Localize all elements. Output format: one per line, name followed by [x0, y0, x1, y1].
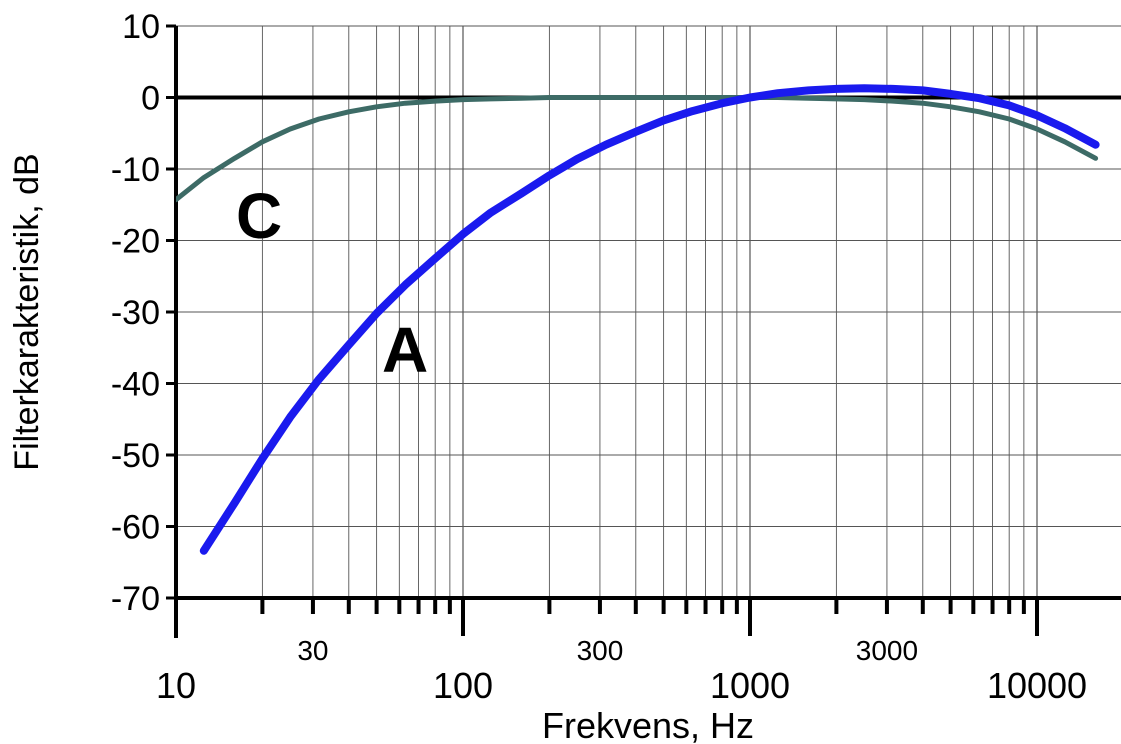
y-tick-label: -20 — [111, 223, 160, 261]
labels: C A Frekvens, Hz Filterkarakteristik, dB — [8, 153, 754, 744]
x-tick-label-major: 10000 — [987, 665, 1087, 706]
y-tick-label: -70 — [111, 580, 160, 618]
x-axis-title: Frekvens, Hz — [542, 705, 754, 744]
y-axis-title: Filterkarakteristik, dB — [8, 153, 46, 470]
x-tick-label-minor: 30 — [297, 635, 328, 666]
series-label-a: A — [382, 314, 428, 386]
y-tick-label: -60 — [111, 509, 160, 547]
x-tick-label-major: 10 — [156, 665, 196, 706]
y-tick-label: -10 — [111, 151, 160, 189]
x-tick-label-major: 1000 — [710, 665, 790, 706]
y-tick-label: 0 — [141, 80, 160, 118]
series-line-a — [199, 84, 1100, 555]
y-tick-label: -50 — [111, 437, 160, 475]
x-tick-label-major: 100 — [433, 665, 493, 706]
series-label-c: C — [236, 180, 282, 252]
y-tick-label: 10 — [122, 8, 160, 46]
x-tick-label-minor: 300 — [577, 635, 624, 666]
x-tick-label-minor: 3000 — [856, 635, 918, 666]
series-line-c — [176, 95, 1099, 203]
series-group — [176, 84, 1100, 555]
y-tick-label: -40 — [111, 366, 160, 404]
y-tick-label: -30 — [111, 294, 160, 332]
